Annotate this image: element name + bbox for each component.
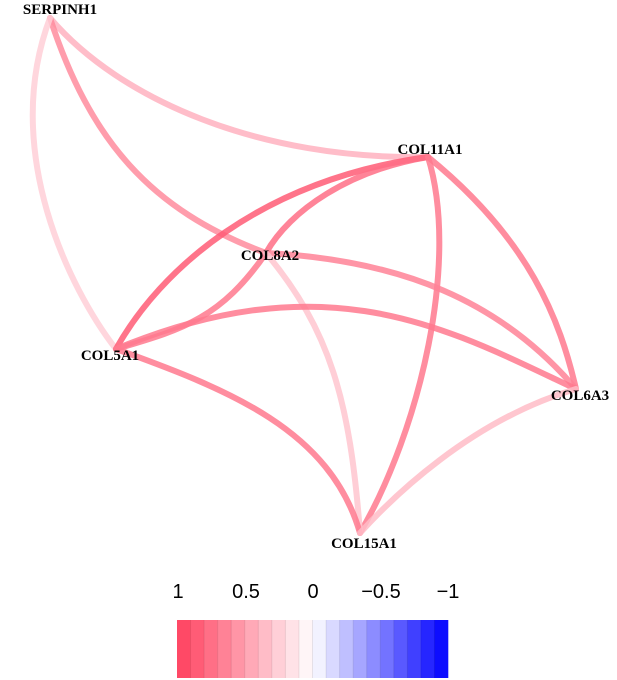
- scale-tick-label: −1: [437, 581, 460, 603]
- scale-swatch: [285, 620, 300, 678]
- node-label-serpinh1: SERPINH1: [23, 2, 97, 18]
- node-label-col8a2: COL8A2: [241, 248, 299, 264]
- scale-swatch: [204, 620, 218, 678]
- scale-swatch: [244, 620, 259, 678]
- node-label-col15a1: COL15A1: [331, 536, 397, 552]
- edge-col11a1-col5a1: [113, 154, 431, 352]
- node-label-col5a1: COL5A1: [81, 348, 139, 364]
- scale-swatch: [393, 620, 408, 678]
- scale-swatch: [326, 620, 340, 678]
- edge-col6a3-col15a1: [357, 386, 579, 536]
- scale-swatch: [231, 620, 246, 678]
- edge-col8a2-col15a1: [263, 250, 363, 536]
- node-label-col6a3: COL6A3: [551, 388, 609, 404]
- color-scale-bar: [177, 620, 449, 678]
- edge-col5a1-col6a3: [113, 303, 579, 392]
- scale-swatch: [380, 620, 395, 678]
- scale-swatch: [339, 620, 354, 678]
- edge-col5a1-col15a1: [113, 346, 363, 536]
- scale-tick-label: 0.5: [232, 581, 260, 603]
- scale-swatch: [298, 620, 313, 678]
- edge-col11a1-col15a1: [357, 154, 443, 536]
- edge-serpinh1-col11a1: [47, 15, 431, 161]
- scale-swatch: [420, 620, 435, 678]
- scale-swatch: [217, 620, 232, 678]
- edge-serpinh1-col5a1: [29, 15, 119, 352]
- color-scale-legend: 1 0.5 0 −0.5 −1: [172, 581, 459, 678]
- scale-swatch: [258, 620, 273, 678]
- edge-col11a1-col8a2: [263, 154, 431, 256]
- edge-col8a2-col6a3: [263, 250, 579, 392]
- node-labels-layer: SERPINH1 COL11A1 COL8A2 COL5A1 COL6A3 COL15A1: [23, 2, 609, 552]
- scale-swatch: [190, 620, 205, 678]
- scale-tick-label: −0.5: [361, 581, 400, 603]
- scale-swatch: [177, 620, 191, 678]
- scale-swatch: [353, 620, 367, 678]
- scale-tick-label: 0: [307, 581, 318, 603]
- color-scale-tick-labels: 1 0.5 0 −0.5 −1: [172, 581, 459, 603]
- edge-col11a1-col6a3: [425, 154, 579, 392]
- edges-layer: [29, 15, 579, 536]
- scale-swatch: [366, 620, 381, 678]
- node-label-col11a1: COL11A1: [397, 142, 462, 158]
- edge-col8a2-col5a1: [113, 250, 269, 352]
- scale-swatch: [271, 620, 286, 678]
- scale-swatch: [407, 620, 422, 678]
- scale-tick-label: 1: [172, 581, 183, 603]
- scale-swatch: [312, 620, 327, 678]
- scale-swatch: [434, 620, 449, 678]
